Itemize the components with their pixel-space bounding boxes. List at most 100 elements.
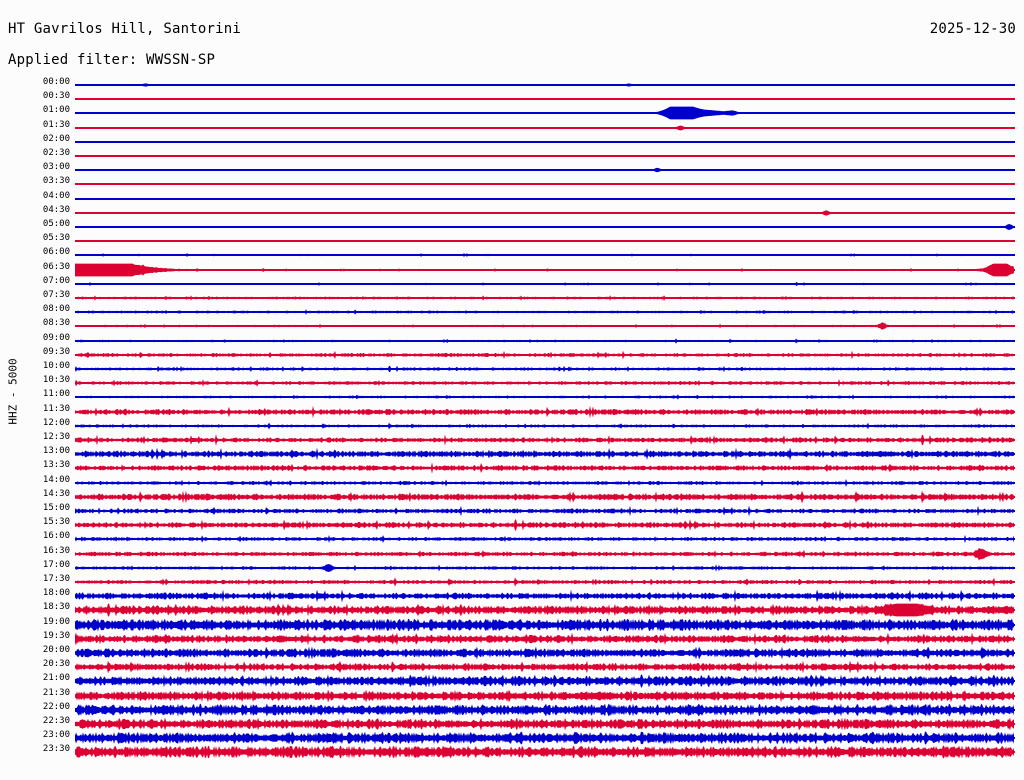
record-date-label: 2025-12-30 [929,21,1016,37]
trace-row: 04:00 [0,191,1024,206]
trace-time-label: 07:30 [42,290,70,300]
trace-waveform [75,519,1015,532]
trace-waveform [75,253,1015,258]
trace-waveform [75,140,1015,143]
trace-time-label: 15:30 [42,517,70,528]
trace-waveform [75,505,1015,517]
trace-row: 02:00 [0,134,1024,149]
trace-row: 22:00 [0,701,1024,717]
trace-waveform [75,98,1015,101]
trace-row: 10:00 [0,362,1024,376]
trace-waveform [75,490,1015,504]
trace-waveform [75,365,1015,373]
trace-waveform [75,379,1015,388]
trace-waveform [75,535,1015,544]
trace-time-label: 04:30 [42,204,70,215]
trace-time-label: 17:30 [42,574,70,584]
trace-time-label: 03:30 [42,176,70,187]
helicorder-plot: 00:00 00:30 01:00 01:30 02:00 02:30 03:00 03:30… [0,78,1024,774]
trace-time-label: 15:00 [42,503,70,513]
trace-waveform [75,281,1015,286]
trace-row: 02:30 [0,149,1024,163]
trace-time-label: 22:30 [42,716,70,726]
trace-waveform [75,240,1015,243]
trace-time-label: 01:00 [42,105,70,116]
trace-time-label: 11:30 [42,403,70,414]
trace-waveform [75,83,1015,87]
trace-waveform [75,618,1015,631]
trace-time-label: 01:30 [42,119,70,130]
trace-row: 13:00 [0,447,1024,461]
trace-time-label: 08:30 [42,318,70,329]
trace-row: 17:30 [0,575,1024,589]
trace-time-label: 18:30 [42,602,70,613]
trace-time-label: 02:30 [42,148,70,158]
trace-row: 12:30 [0,433,1024,447]
trace-row: 05:30 [0,234,1024,248]
trace-row: 21:30 [0,688,1024,703]
trace-waveform [75,434,1015,446]
trace-time-label: 10:30 [42,375,70,386]
trace-waveform [75,422,1015,430]
trace-time-label: 06:00 [42,247,70,258]
trace-waveform [75,295,1015,301]
trace-row: 06:30 [0,262,1024,277]
trace-row: 16:30 [0,546,1024,561]
trace-time-label: 00:30 [42,91,70,102]
trace-time-label: 20:00 [42,645,70,655]
trace-time-label: 23:00 [42,730,70,741]
trace-waveform [75,689,1015,702]
trace-time-label: 22:00 [42,701,70,712]
trace-row: 11:30 [0,403,1024,419]
trace-row: 07:00 [0,275,1024,291]
trace-time-label: 13:30 [42,460,70,471]
trace-row: 17:00 [0,559,1024,575]
trace-time-label: 09:00 [42,332,70,343]
trace-row: 08:30 [0,319,1024,333]
trace-row: 19:00 [0,617,1024,632]
trace-time-label: 17:00 [42,559,70,570]
trace-time-label: 08:00 [42,304,70,315]
trace-waveform [75,745,1015,759]
trace-time-label: 14:00 [42,474,70,485]
trace-waveform [75,563,1015,572]
trace-row: 09:30 [0,347,1024,362]
trace-row: 18:00 [0,589,1024,603]
trace-waveform [75,674,1015,688]
trace-row: 16:00 [0,532,1024,546]
page-title: HT Gavrilos Hill, Santorini [8,21,241,37]
trace-waveform [75,717,1015,731]
trace-row: 22:30 [0,717,1024,731]
trace-waveform [75,197,1015,200]
trace-waveform [75,309,1015,316]
trace-waveform [75,478,1015,487]
trace-time-label: 07:00 [42,275,70,286]
trace-row: 13:30 [0,461,1024,475]
trace-row: 12:00 [0,418,1024,433]
trace-time-label: 03:00 [42,162,70,173]
trace-time-label: 14:30 [42,488,70,499]
trace-row: 03:30 [0,177,1024,191]
trace-row: 05:00 [0,220,1024,234]
trace-row: 15:30 [0,518,1024,532]
trace-waveform [75,106,1015,120]
trace-waveform [75,646,1015,660]
trace-row: 18:30 [0,603,1024,617]
trace-row: 08:00 [0,305,1024,319]
trace-row: 07:30 [0,291,1024,305]
trace-waveform [75,210,1015,216]
trace-time-label: 18:00 [42,588,70,599]
trace-row: 14:00 [0,474,1024,490]
trace-waveform [75,731,1015,745]
trace-waveform [75,703,1015,717]
trace-waveform [75,168,1015,173]
trace-time-label: 19:30 [42,630,70,641]
trace-row: 15:00 [0,504,1024,518]
trace-row: 20:30 [0,660,1024,674]
trace-time-label: 10:00 [42,361,70,371]
trace-waveform [75,632,1015,646]
trace-row: 00:00 [0,78,1024,92]
trace-row: 10:30 [0,376,1024,390]
trace-waveform [75,547,1015,560]
applied-filter-label: Applied filter: WWSSN-SP [8,52,216,68]
